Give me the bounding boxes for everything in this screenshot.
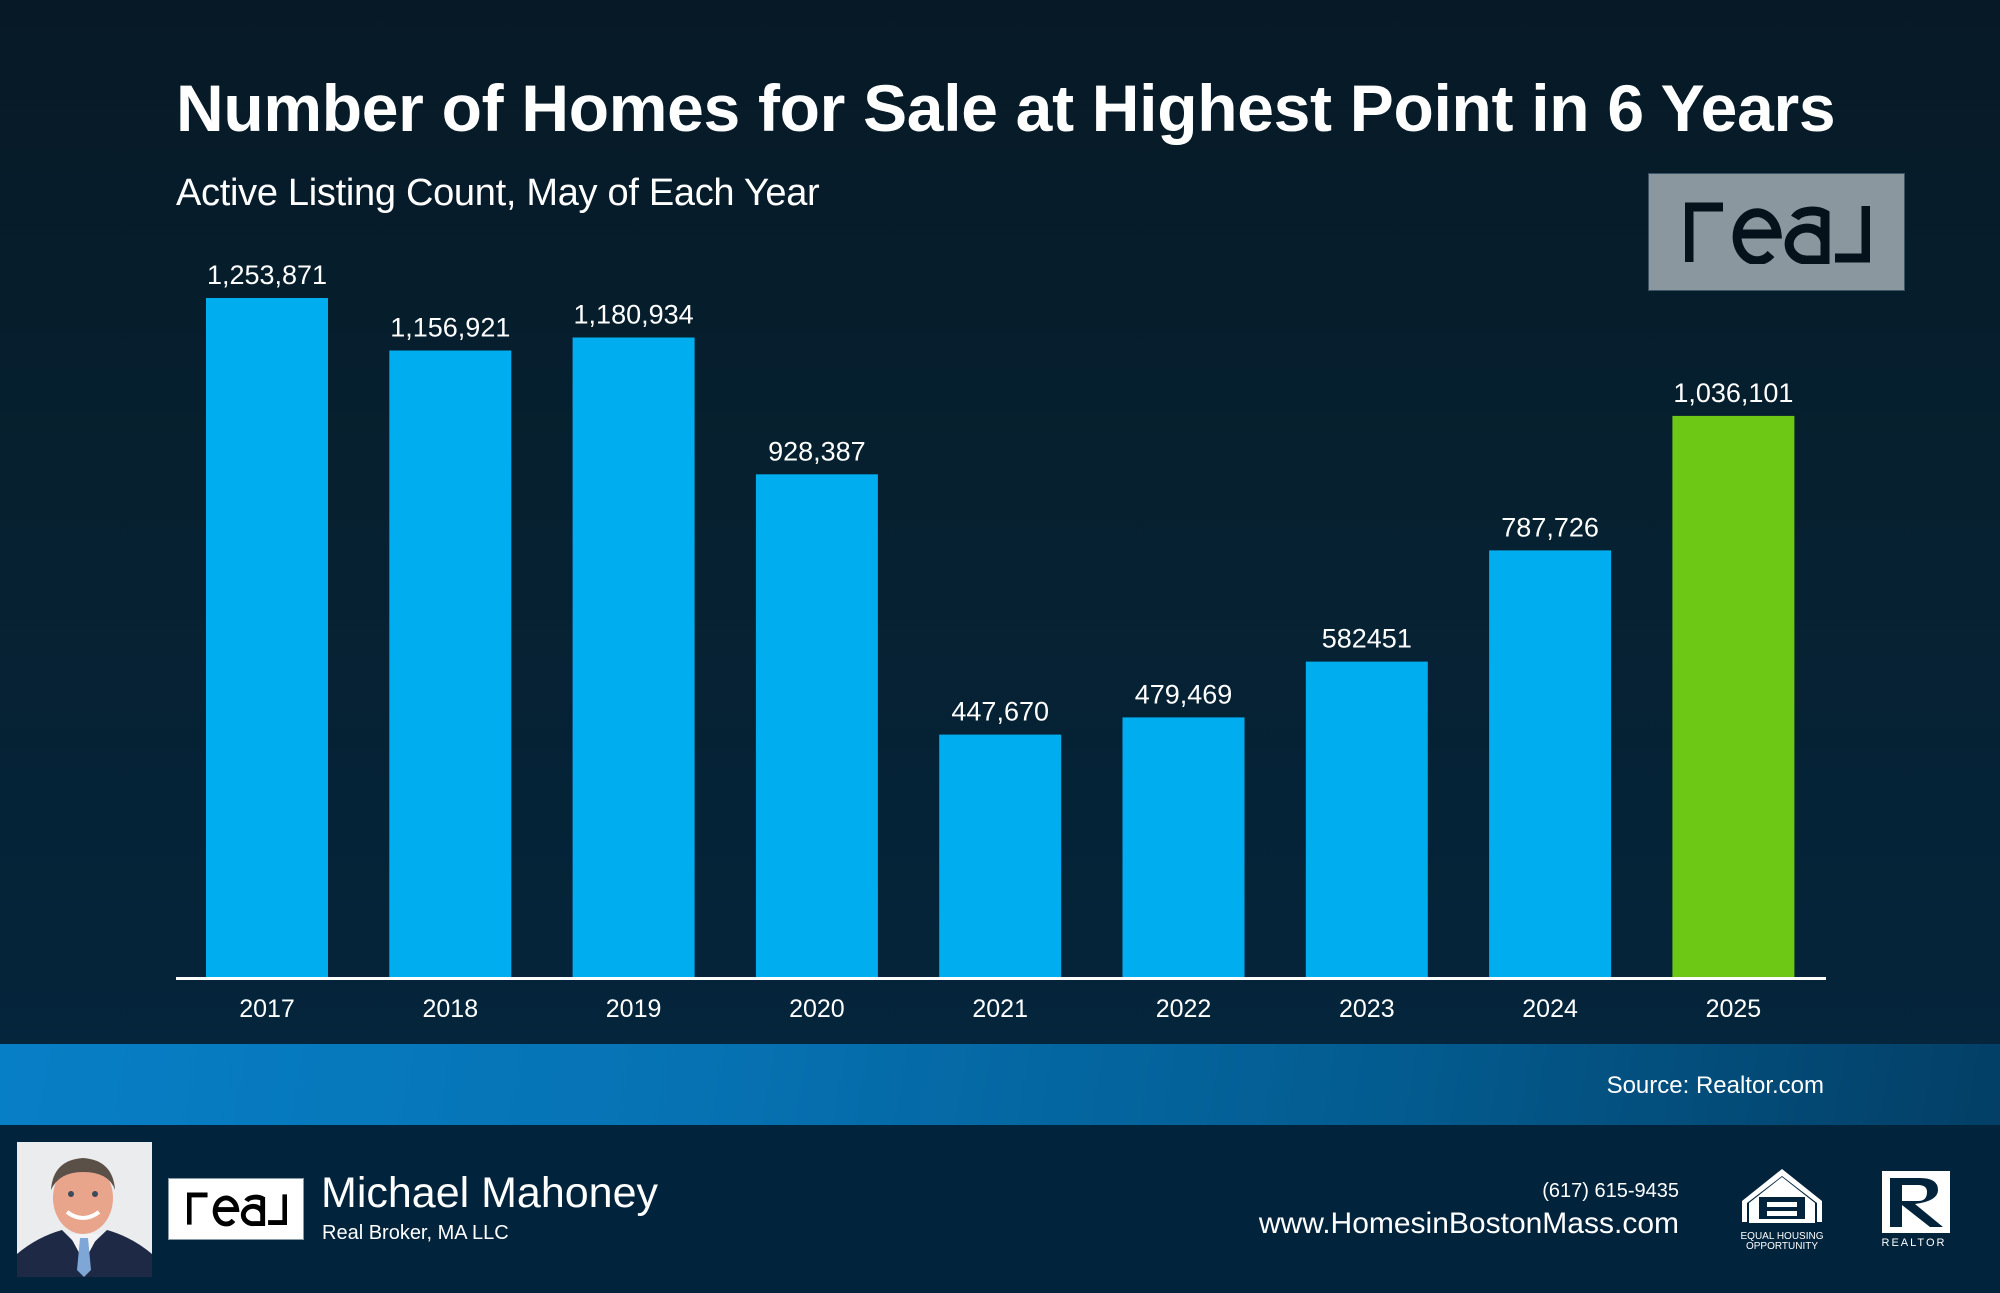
value-label-2019: 1,180,934 [574, 300, 694, 330]
equal-housing-opportunity-icon: EQUAL HOUSING OPPORTUNITY [1741, 1169, 1823, 1252]
bar-2025 [1672, 415, 1795, 977]
bar-2021 [939, 734, 1062, 977]
agent-website-link[interactable]: www.HomesinBostonMass.com [1258, 1207, 1679, 1240]
bar-chart: 1,253,871 1,156,921 1,180,934 928,387 447,67… [206, 260, 1795, 1023]
x-tick-label-2023: 2023 [1339, 995, 1395, 1023]
value-label-2018: 1,156,921 [390, 313, 510, 343]
real-logo-footer [168, 1178, 304, 1240]
bar-2017 [206, 298, 328, 977]
realtor-r-icon: REALTOR [1882, 1171, 1950, 1249]
bars-group [206, 298, 1795, 977]
chart-subtitle: Active Listing Count, May of Each Year [176, 172, 820, 214]
realtor-label: REALTOR [1882, 1237, 1947, 1249]
agent-broker: Real Broker, MA LLC [322, 1222, 509, 1244]
bar-2023 [1305, 661, 1428, 977]
source-band: Source: Realtor.com [0, 1044, 2000, 1125]
x-tick-label-2018: 2018 [422, 995, 478, 1023]
real-logo-icon [1685, 202, 1870, 264]
bar-2019 [572, 337, 695, 977]
agent-name: Michael Mahoney [321, 1169, 659, 1217]
chart-title: Number of Homes for Sale at Highest Poin… [176, 71, 1836, 145]
agent-photo [17, 1142, 152, 1277]
value-label-2017: 1,253,871 [207, 260, 327, 290]
value-label-2024: 787,726 [1501, 512, 1599, 542]
real-logo-badge [1648, 173, 1905, 291]
value-label-2023: 582451 [1322, 624, 1412, 654]
agent-phone[interactable]: (617) 615-9435 [1542, 1180, 1679, 1202]
x-tick-label-2021: 2021 [972, 995, 1028, 1023]
value-label-2021: 447,670 [951, 697, 1049, 727]
x-tick-label-2025: 2025 [1706, 995, 1762, 1023]
bar-2018 [389, 350, 512, 977]
source-text: Source: Realtor.com [1606, 1072, 1824, 1099]
value-labels-group: 1,253,871 1,156,921 1,180,934 928,387 447,67… [207, 260, 1794, 727]
x-tick-label-2024: 2024 [1522, 995, 1578, 1023]
x-tick-labels-group: 2017 2018 2019 2020 2021 2022 2023 2024 2025 [239, 995, 1761, 1023]
bar-2024 [1489, 550, 1612, 977]
eho-label-line1: EQUAL HOUSING [1741, 1231, 1823, 1242]
value-label-2020: 928,387 [768, 436, 866, 466]
bar-2020 [755, 474, 878, 977]
value-label-2022: 479,469 [1135, 679, 1233, 709]
x-tick-label-2019: 2019 [606, 995, 662, 1023]
eho-label-line2: OPPORTUNITY [1746, 1241, 1818, 1252]
bar-2022 [1122, 717, 1245, 977]
agent-portrait-icon [17, 1142, 152, 1277]
value-label-2025: 1,036,101 [1673, 378, 1793, 408]
x-tick-label-2017: 2017 [239, 995, 295, 1023]
x-tick-label-2022: 2022 [1156, 995, 1212, 1023]
agent-footer: Michael Mahoney Real Broker, MA LLC (617… [0, 1125, 2000, 1293]
x-tick-label-2020: 2020 [789, 995, 845, 1023]
real-logo-footer-icon [187, 1192, 287, 1227]
